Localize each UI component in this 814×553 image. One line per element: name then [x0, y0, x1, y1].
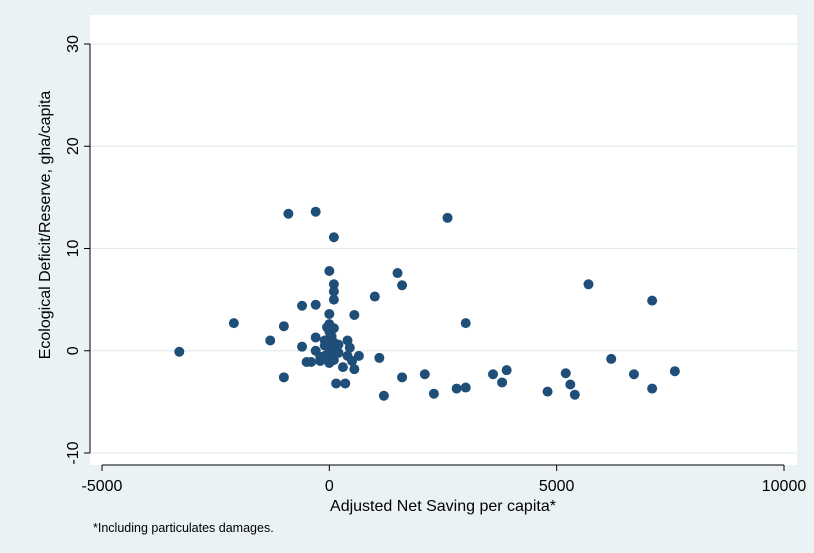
data-point-46 — [344, 342, 355, 353]
data-point-53 — [378, 390, 389, 401]
y-tick-label-1: 0 — [65, 346, 82, 355]
data-point-54 — [392, 268, 403, 279]
data-point-69 — [569, 389, 580, 400]
data-point-61 — [460, 318, 471, 329]
data-point-71 — [606, 353, 617, 364]
data-point-1 — [228, 318, 239, 329]
data-point-5 — [283, 208, 294, 219]
data-point-58 — [428, 388, 439, 399]
data-point-32 — [328, 279, 339, 290]
y-tick-label-4: 30 — [65, 35, 82, 53]
data-point-59 — [442, 212, 453, 223]
data-point-68 — [565, 379, 576, 390]
data-point-52 — [374, 352, 385, 363]
data-points — [174, 206, 680, 401]
data-point-34 — [328, 294, 339, 305]
data-point-62 — [460, 382, 471, 393]
y-ticks: -10 0 10 20 30 — [65, 35, 90, 465]
data-point-66 — [542, 386, 553, 397]
data-point-56 — [397, 372, 408, 383]
data-point-73 — [647, 295, 658, 306]
data-point-21 — [324, 265, 335, 276]
data-point-0 — [174, 346, 185, 357]
data-point-50 — [353, 350, 364, 361]
plot-background — [90, 15, 797, 465]
data-point-63 — [488, 369, 499, 380]
y-axis-label: Ecological Deficit/Reserve, gha/capita — [37, 91, 54, 360]
data-point-38 — [328, 354, 339, 365]
gridlines — [90, 43, 797, 454]
data-point-10 — [310, 299, 321, 310]
data-point-12 — [310, 332, 321, 343]
data-point-48 — [349, 309, 360, 320]
data-point-55 — [397, 280, 408, 291]
data-point-3 — [278, 321, 289, 332]
y-tick-label-0: -10 — [65, 441, 82, 464]
y-tick-label-3: 20 — [65, 137, 82, 155]
data-point-33 — [328, 286, 339, 297]
data-point-42 — [337, 362, 348, 373]
data-point-39 — [331, 378, 342, 389]
data-point-67 — [560, 368, 571, 379]
data-point-6 — [297, 300, 308, 311]
data-point-60 — [451, 383, 462, 394]
data-point-43 — [340, 378, 351, 389]
data-point-72 — [628, 369, 639, 380]
data-point-49 — [349, 364, 360, 375]
x-tick-label-1: 0 — [325, 478, 334, 495]
data-point-40 — [333, 339, 344, 350]
data-point-65 — [501, 365, 512, 376]
data-point-74 — [647, 383, 658, 394]
x-tick-label-0: -5000 — [82, 478, 123, 495]
data-point-70 — [583, 279, 594, 290]
data-point-64 — [497, 377, 508, 388]
data-point-35 — [328, 323, 339, 334]
y-tick-label-2: 10 — [65, 240, 82, 258]
data-point-41 — [333, 347, 344, 358]
x-tick-label-3: 10000 — [762, 478, 807, 495]
data-point-20 — [324, 308, 335, 319]
data-point-47 — [347, 355, 358, 366]
data-point-4 — [278, 372, 289, 383]
data-point-11 — [310, 206, 321, 217]
data-point-75 — [669, 366, 680, 377]
footnote: *Including particulates damages. — [93, 521, 274, 535]
x-ticks: -5000 0 5000 10000 — [82, 465, 807, 495]
data-point-31 — [328, 232, 339, 243]
data-point-57 — [419, 369, 430, 380]
x-axis-label: Adjusted Net Saving per capita* — [330, 498, 556, 515]
data-point-51 — [369, 291, 380, 302]
data-point-2 — [265, 335, 276, 346]
data-point-7 — [297, 341, 308, 352]
data-point-9 — [306, 356, 317, 367]
x-tick-label-2: 5000 — [539, 478, 575, 495]
